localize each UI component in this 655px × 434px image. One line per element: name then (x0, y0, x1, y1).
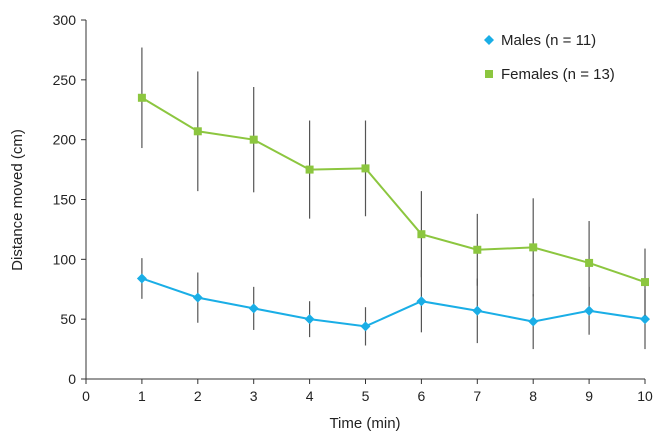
data-point (362, 164, 370, 172)
series-line (142, 98, 645, 282)
y-tick-label: 0 (68, 371, 76, 387)
data-point (584, 306, 594, 316)
series-2 (138, 48, 649, 316)
x-tick-label: 2 (194, 388, 202, 404)
y-tick-label: 300 (53, 12, 77, 28)
y-axis-title: Distance moved (cm) (9, 129, 26, 271)
x-tick-label: 7 (473, 388, 481, 404)
x-tick-label: 0 (82, 388, 90, 404)
plot-area (137, 48, 650, 350)
x-tick-label: 10 (637, 388, 653, 404)
legend-marker (484, 35, 494, 45)
data-point (193, 293, 203, 303)
y-tick-label: 50 (60, 311, 76, 327)
series-1 (137, 258, 650, 349)
data-point (416, 296, 426, 306)
x-tick-label: 5 (362, 388, 370, 404)
y-axis: 0 50 100 150 200 250 300 Distance moved (cm) (9, 12, 86, 387)
data-point (472, 306, 482, 316)
data-point (529, 243, 537, 251)
legend-marker (485, 70, 493, 78)
data-point (640, 314, 650, 324)
x-tick-label: 4 (306, 388, 314, 404)
data-point (138, 94, 146, 102)
data-point (137, 273, 147, 283)
series-line (142, 278, 645, 326)
data-point (585, 259, 593, 267)
y-tick-labels: 0 50 100 150 200 250 300 (53, 12, 86, 387)
legend: Males (n = 11) Females (n = 13) (484, 32, 615, 83)
x-tick-label: 6 (418, 388, 426, 404)
data-point (250, 136, 258, 144)
data-point (361, 321, 371, 331)
x-tick-label: 3 (250, 388, 258, 404)
data-point (249, 303, 259, 313)
y-tick-label: 250 (53, 72, 77, 88)
legend-label: Females (n = 13) (501, 66, 615, 83)
y-tick-label: 100 (53, 251, 77, 267)
data-point (641, 278, 649, 286)
data-point (528, 317, 538, 327)
legend-label: Males (n = 11) (501, 32, 596, 49)
x-axis-title: Time (min) (329, 415, 400, 432)
data-point (306, 166, 314, 174)
data-point (305, 314, 315, 324)
data-point (194, 127, 202, 135)
data-point (417, 230, 425, 238)
x-axis: 0 1 2 3 4 5 6 7 8 9 10 Time (min) (82, 379, 653, 432)
y-tick-label: 200 (53, 132, 77, 148)
x-tick-label: 8 (529, 388, 537, 404)
x-tick-label: 1 (138, 388, 146, 404)
data-point (473, 246, 481, 254)
y-tick-label: 150 (53, 192, 77, 208)
x-tick-labels: 0 1 2 3 4 5 6 7 8 9 10 (82, 379, 653, 404)
x-tick-label: 9 (585, 388, 593, 404)
